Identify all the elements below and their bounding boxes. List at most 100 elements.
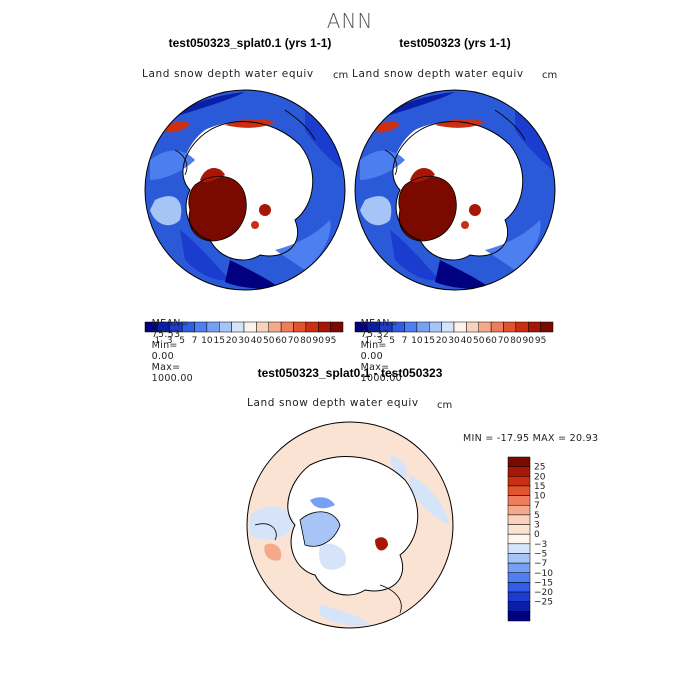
panel2-colorbar-tick-label: 30 (448, 336, 460, 346)
panel2-colorbar-tick-label: 80 (510, 336, 522, 346)
panel1-stats: MEAN= 75.53 Min= 0.00 Max= 1000.00 (145, 307, 193, 384)
panel2-colorbar-tick-label: 10 (411, 336, 423, 346)
panel2-colorbar-tick-label: 20 (436, 336, 448, 346)
panel1-colorbar-swatch (219, 321, 232, 333)
panel1-colorbar-tick-label: 80 (300, 336, 312, 346)
diff-colorbar-swatch (507, 543, 531, 554)
diff-map-border (246, 421, 454, 629)
panel2-colorbar-swatch (515, 321, 529, 333)
panel2-colorbar-tick-label: 70 (498, 336, 510, 346)
panel2-colorbar-tick-label: 7 (402, 336, 408, 346)
diff-colorbar-tick-label: −5 (534, 549, 547, 559)
diff-colorbar-tick-label: 15 (534, 482, 545, 492)
panel2-colorbar-swatch (441, 321, 455, 333)
panel2-colorbar-tick-label: 95 (535, 336, 546, 346)
panel2-min: 0.00 (360, 351, 383, 362)
panel2-colorbar-tick-label: 5 (389, 336, 395, 346)
panel1-colorbar-tick-label: 90 (313, 336, 325, 346)
panel1-colorbar-swatch (293, 321, 307, 333)
panel2-map-border (354, 89, 556, 291)
panel1-colorbar-tick-label: 95 (325, 336, 336, 346)
panel2-colorbar-swatch (429, 321, 442, 333)
panel2-colorbar-swatch (478, 321, 492, 333)
panel2-colorbar-swatch (466, 321, 479, 333)
diff-colorbar-tick-label: −15 (534, 578, 553, 588)
panel2-mean-label: MEAN= (360, 318, 398, 329)
diff-title: test050323_splat0.1 - test050323 (257, 366, 443, 380)
panel2-mean: 75.32 (360, 329, 390, 340)
diff-colorbar-swatch (507, 611, 531, 622)
panel1-colorbar-swatch (256, 321, 269, 333)
panel1-colorbar-tick-label: 30 (238, 336, 250, 346)
panel1-colorbar-tick-label: 40 (251, 336, 263, 346)
panel2-min-label: Min= (360, 340, 387, 351)
panel2-max: 1000.00 (360, 373, 403, 384)
diff-colorbar-swatch (507, 582, 531, 593)
panel1-colorbar-swatch (280, 321, 294, 333)
panel2-units: cm (542, 70, 558, 81)
panel1-map-border (144, 89, 346, 291)
diff-colorbar-swatch (507, 456, 531, 467)
diff-colorbar-tick-label: −7 (534, 559, 547, 569)
panel2-colorbar-tick-label: 50 (473, 336, 485, 346)
diff-colorbar-tick-label: 10 (534, 492, 546, 502)
diff-colorbar-tick-label: −3 (534, 540, 547, 550)
panel2-colorbar-tick-label: 1 (365, 336, 371, 346)
panel1-title: test050323_splat0.1 (yrs 1-1) (168, 36, 332, 50)
panel1-colorbar-swatch (305, 321, 319, 333)
diff-units: cm (437, 400, 453, 411)
diff-colorbar-swatch (507, 514, 531, 525)
diff-minmax: MIN = -17.95 MAX = 20.93 (463, 433, 599, 444)
diff-colorbar-swatch (507, 533, 531, 545)
panel1-colorbar-tick-label: 60 (275, 336, 287, 346)
panel1-units: cm (333, 70, 349, 81)
panel2-colorbar-swatch (540, 321, 554, 333)
figure-title: ANN (326, 9, 374, 33)
panel2-colorbar-tick-label: 90 (523, 336, 535, 346)
panel2-colorbar: 1 3 5 7 10 15 20 30 40 50 60 70 80 90 95 (354, 321, 554, 346)
diff-colorbar-swatch (507, 495, 531, 506)
panel2-colorbar-tick-label: 60 (485, 336, 497, 346)
panel1-min: 0.00 (151, 351, 174, 362)
panel2-field-label: Land snow depth water equiv (352, 68, 524, 80)
panel1-map (145, 90, 345, 290)
panel1-mean: 75.53 (151, 329, 181, 340)
panel2-colorbar-swatch (453, 321, 467, 333)
diff-colorbar-tick-label: −10 (534, 569, 553, 579)
panel1-colorbar-tick-label: 10 (201, 336, 213, 346)
panel1-colorbar-tick-label: 50 (263, 336, 275, 346)
panel2-colorbar-swatch (404, 321, 418, 333)
diff-colorbar-swatch (507, 485, 531, 496)
panel2-max-label: Max= (360, 362, 390, 373)
diff-colorbar-tick-label: 3 (534, 521, 540, 531)
diff-colorbar-tick-label: 7 (534, 501, 540, 511)
diff-colorbar-swatch (507, 504, 531, 516)
panel1-min-label: Min= (151, 340, 178, 351)
panel2-map (355, 90, 555, 290)
diff-field-label: Land snow depth water equiv (247, 397, 419, 409)
diff-colorbar-tick-label: 20 (534, 472, 546, 482)
panel1-colorbar-tick-label: 3 (167, 336, 173, 346)
panel1-mean-label: MEAN= (151, 318, 189, 329)
panel1-colorbar-tick-label: 5 (179, 336, 185, 346)
diff-colorbar-swatch (507, 466, 531, 477)
panel1-colorbar-tick-label: 70 (288, 336, 300, 346)
diff-colorbar-tick-label: −25 (534, 598, 553, 608)
panel2-title: test050323 (yrs 1-1) (399, 36, 511, 50)
panel1-colorbar-swatch (268, 321, 282, 333)
panel2-stats: MEAN= 75.32 Min= 0.00 Max= 1000.00 (354, 307, 402, 384)
diff-colorbar-swatch (507, 524, 531, 535)
panel2-colorbar-swatch (416, 321, 430, 333)
panel1-colorbar-swatch (231, 321, 245, 333)
panel1-colorbar-tick-label: 15 (214, 336, 225, 346)
panel2-colorbar-tick-label: 40 (461, 336, 473, 346)
panel1-max-label: Max= (151, 362, 181, 373)
diff-colorbar-swatch (507, 562, 531, 574)
diff-colorbar-tick-label: 25 (534, 463, 545, 473)
panel1-colorbar-swatch (243, 321, 257, 333)
diff-colorbar-swatch (507, 476, 531, 487)
panel1-colorbar-swatch (206, 321, 220, 333)
panel1-colorbar: 1 3 5 7 10 15 20 30 40 50 60 70 80 90 95 (144, 321, 344, 346)
